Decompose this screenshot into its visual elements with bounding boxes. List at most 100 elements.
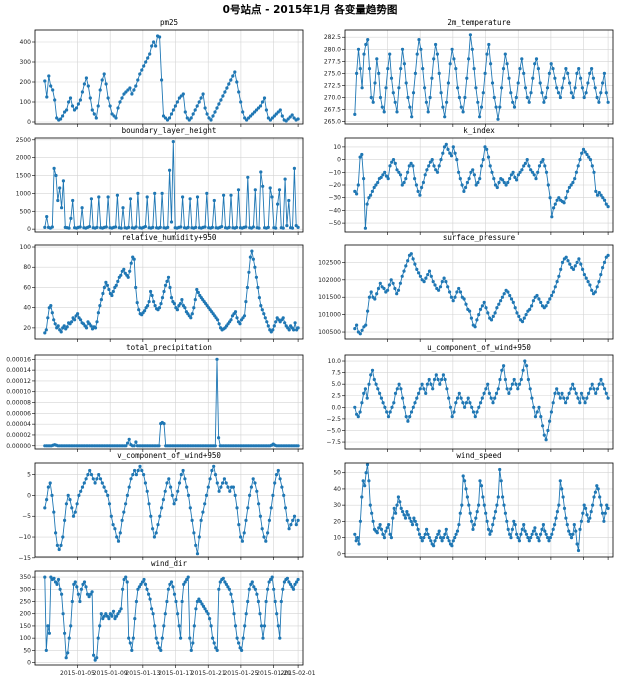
data-point (166, 275, 171, 279)
y-tick-label: 0.00012 (6, 378, 31, 385)
data-point (468, 511, 472, 515)
data-point (427, 377, 431, 382)
data-point (193, 298, 197, 302)
data-point (145, 587, 149, 591)
data-point (52, 576, 56, 580)
plot-frame (34, 244, 304, 340)
data-point (536, 67, 540, 71)
data-point (406, 259, 410, 263)
data-point (169, 580, 174, 584)
data-point (445, 100, 449, 104)
data-point (194, 543, 198, 547)
data-point (296, 225, 300, 229)
data-point (238, 322, 242, 326)
data-point (106, 96, 110, 100)
data-point (53, 580, 58, 584)
data-point (472, 173, 476, 177)
chart-plot-v_component_of_wind_950: −15 −10 −5 0 5 (18, 462, 304, 562)
data-point (467, 57, 471, 61)
data-point (157, 306, 162, 310)
data-point (82, 580, 87, 584)
data-point (483, 145, 487, 149)
chart-title: wind_dir (150, 559, 188, 568)
data-point (590, 164, 594, 168)
data-point (51, 88, 55, 92)
data-point (379, 527, 384, 531)
data-point (523, 161, 527, 165)
data-point (104, 82, 108, 86)
data-point (422, 280, 426, 284)
data-point (567, 185, 571, 190)
data-point (247, 116, 251, 120)
data-point (564, 196, 568, 200)
data-point (113, 527, 117, 531)
data-point (487, 391, 491, 395)
data-point (205, 191, 209, 195)
data-point (274, 112, 278, 116)
data-point (445, 387, 449, 391)
data-point (266, 225, 270, 229)
data-point (595, 484, 599, 488)
data-point (179, 225, 183, 229)
data-point (240, 539, 244, 543)
data-point (122, 92, 126, 96)
data-point (251, 477, 255, 481)
data-point (221, 481, 225, 485)
data-point (186, 225, 190, 229)
data-point (147, 502, 151, 506)
data-point (429, 274, 433, 278)
data-point (57, 547, 61, 552)
data-point (113, 617, 117, 621)
data-point (167, 116, 172, 120)
data-point (417, 271, 421, 275)
data-point (594, 391, 598, 395)
data-point (280, 114, 284, 118)
data-point (555, 387, 559, 391)
data-point (99, 612, 103, 616)
data-point (239, 535, 243, 539)
data-point (244, 225, 248, 229)
data-point (45, 95, 49, 99)
data-point (260, 308, 264, 312)
data-point (276, 110, 280, 114)
data-point (592, 495, 596, 499)
data-point (495, 306, 499, 310)
data-point (415, 267, 419, 271)
data-point (599, 273, 603, 277)
data-point (595, 285, 599, 289)
data-point (249, 114, 253, 118)
data-point (220, 225, 224, 229)
data-point (177, 481, 182, 485)
data-point (363, 484, 367, 488)
data-point (606, 205, 610, 209)
data-point (157, 444, 161, 448)
data-point (285, 224, 289, 228)
data-point (249, 485, 253, 489)
data-point (70, 506, 74, 510)
data-point (243, 116, 247, 120)
data-point (272, 587, 276, 591)
data-point (530, 532, 534, 536)
data-point (558, 479, 562, 483)
data-point (98, 477, 103, 481)
data-point (439, 91, 443, 95)
data-point (412, 516, 416, 520)
data-point (478, 307, 483, 311)
data-point (288, 582, 293, 586)
data-point (266, 587, 270, 591)
data-point (358, 67, 362, 71)
data-point (290, 113, 294, 117)
data-point (564, 67, 568, 71)
data-point (381, 401, 385, 405)
data-point (264, 539, 268, 543)
data-point (579, 519, 583, 523)
data-point (107, 617, 111, 621)
data-point (152, 300, 156, 304)
data-point (253, 110, 257, 114)
data-point (84, 585, 88, 589)
data-point (195, 287, 199, 292)
data-point (555, 280, 559, 284)
data-point (104, 225, 108, 229)
data-point (492, 516, 496, 520)
data-point (579, 76, 583, 80)
